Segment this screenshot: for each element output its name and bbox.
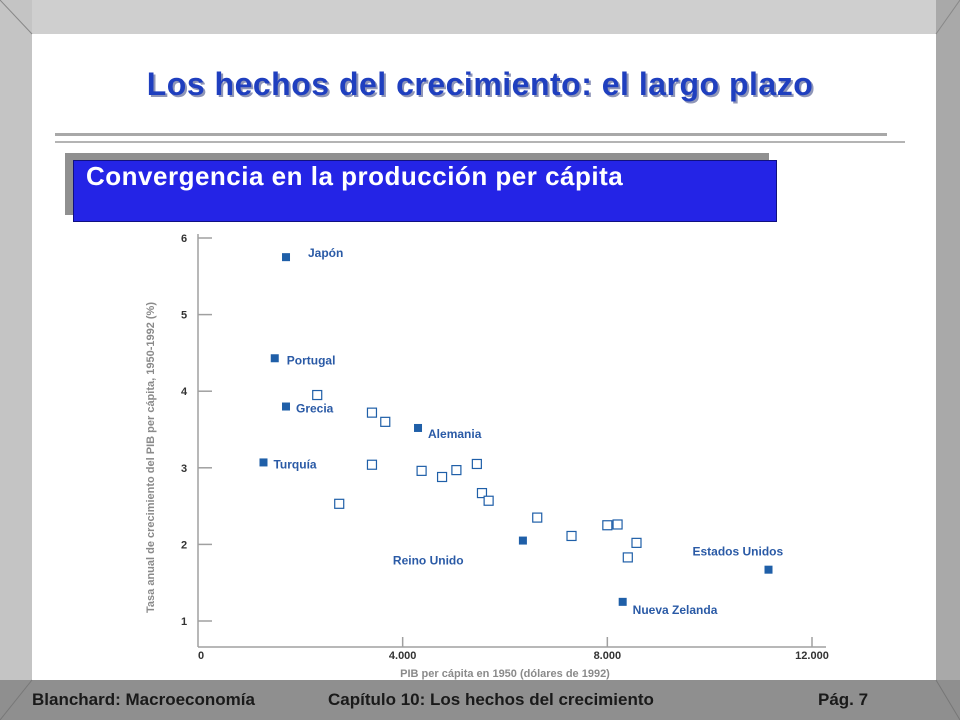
y-tick-label: 2 bbox=[181, 539, 187, 551]
hollow-data-point bbox=[334, 498, 345, 509]
point-label: Japón bbox=[308, 246, 343, 260]
hollow-data-point bbox=[366, 407, 378, 418]
chart-axes: 1 2 3 4 5 6 0 4.000 8.000 12.000 PIB per cápita en… bbox=[145, 233, 829, 680]
x-axis-title: PIB per cápita en 1950 (dólares de 1992) bbox=[400, 668, 610, 680]
title-rule-secondary bbox=[55, 141, 905, 143]
hollow-data-point bbox=[483, 495, 494, 506]
frame-right-bevel bbox=[936, 0, 960, 720]
x-tick-label: 4.000 bbox=[389, 650, 417, 662]
point-label: Nueva Zelanda bbox=[633, 603, 718, 617]
filled-data-point bbox=[764, 565, 773, 574]
point-label: Portugal bbox=[287, 353, 336, 367]
frame-bottom-bevel bbox=[0, 680, 960, 720]
chart-point-labels: Japón Portugal Grecia Alemania Turquía Reino … bbox=[273, 246, 783, 617]
x-tick-label: 8.000 bbox=[594, 650, 622, 662]
hollow-data-point bbox=[612, 519, 623, 530]
hollow-data-point bbox=[532, 512, 543, 523]
point-label: Turquía bbox=[273, 457, 316, 471]
filled-data-point bbox=[282, 402, 291, 411]
filled-data-point bbox=[414, 423, 423, 432]
title-rule bbox=[55, 133, 887, 136]
hollow-data-point bbox=[631, 537, 642, 548]
footer-author: Blanchard: Macroeconomía bbox=[32, 690, 255, 709]
subtitle-text: Convergencia en la producción per cápita bbox=[86, 161, 624, 191]
filled-data-point bbox=[518, 536, 527, 545]
hollow-data-point bbox=[416, 465, 427, 476]
frame-left-bevel bbox=[0, 0, 32, 720]
y-tick-label: 5 bbox=[181, 310, 187, 322]
hollow-data-point bbox=[380, 416, 391, 427]
hollow-data-point bbox=[436, 471, 448, 483]
subtitle-box: Convergencia en la producción per cápita bbox=[73, 160, 777, 222]
point-label: Grecia bbox=[296, 402, 334, 416]
point-label: Reino Unido bbox=[393, 554, 464, 568]
hollow-data-point bbox=[366, 459, 378, 470]
frame-top-bevel bbox=[0, 0, 960, 34]
y-tick-label: 6 bbox=[181, 233, 187, 245]
footer-chapter: Capítulo 10: Los hechos del crecimiento bbox=[328, 690, 654, 709]
x-tick-label: 0 bbox=[198, 650, 204, 662]
filled-data-point bbox=[282, 253, 291, 262]
filled-data-point bbox=[618, 597, 627, 606]
y-tick-label: 1 bbox=[181, 616, 187, 628]
point-label: Estados Unidos bbox=[693, 545, 784, 559]
filled-data-point bbox=[259, 458, 268, 467]
hollow-data-point bbox=[622, 552, 633, 563]
point-label: Alemania bbox=[428, 427, 482, 441]
hollow-data-point bbox=[312, 389, 323, 401]
y-tick-label: 4 bbox=[181, 386, 188, 398]
hollow-data-point bbox=[451, 464, 462, 476]
slide-title: Los hechos del crecimiento: el largo pla… bbox=[146, 66, 814, 102]
chart-marks bbox=[259, 253, 773, 606]
hollow-data-point bbox=[476, 487, 488, 499]
footer-page: Pág. 7 bbox=[818, 690, 869, 709]
hollow-data-point bbox=[471, 458, 482, 470]
hollow-data-point bbox=[602, 520, 613, 531]
y-tick-label: 3 bbox=[181, 463, 187, 475]
y-axis-title: Tasa anual de crecimiento del PIB per cá… bbox=[145, 302, 157, 613]
x-tick-label: 12.000 bbox=[795, 650, 829, 662]
hollow-data-point bbox=[566, 530, 577, 542]
filled-data-point bbox=[270, 354, 279, 363]
